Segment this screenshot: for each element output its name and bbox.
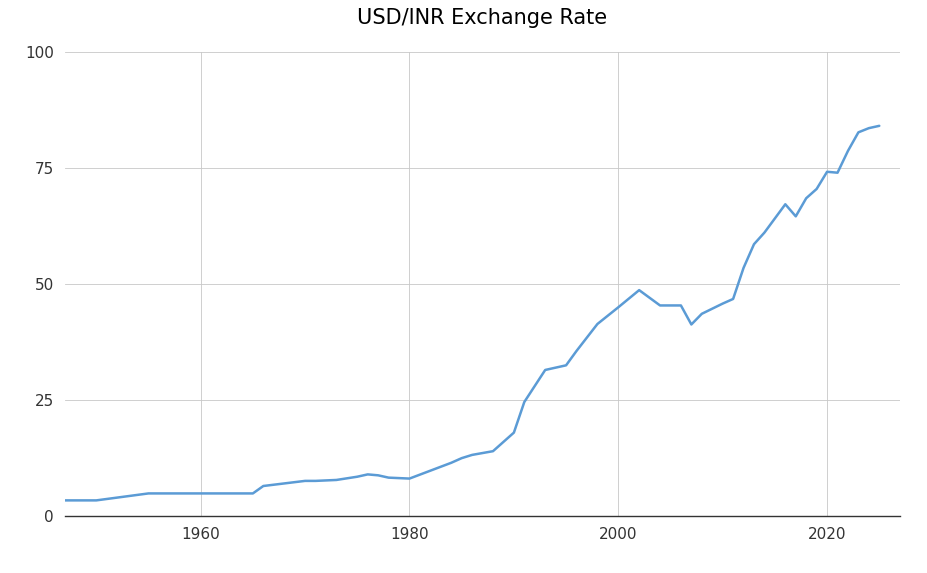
- Title: USD/INR Exchange Rate: USD/INR Exchange Rate: [357, 8, 607, 28]
